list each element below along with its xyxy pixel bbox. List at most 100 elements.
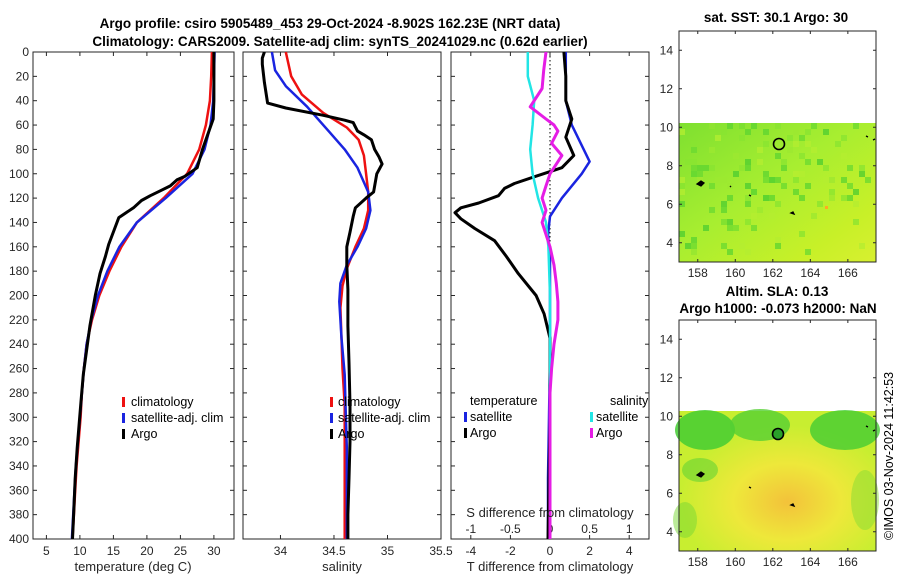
sst-pixel <box>793 171 799 177</box>
legend-swatch-s-satellite <box>590 412 593 422</box>
series-s-argo <box>528 52 564 539</box>
sst-pixel <box>763 129 769 135</box>
sst-pixel <box>853 201 859 207</box>
map-y-tick-label: 14 <box>660 43 674 57</box>
depth-tick-label: 40 <box>16 94 30 108</box>
sst-pixel <box>679 183 685 189</box>
map-x-tick-label: 160 <box>725 266 745 280</box>
sst-pixel <box>841 135 847 141</box>
sst-pixel <box>697 165 703 171</box>
sst-pixel <box>721 177 727 183</box>
sst-pixel <box>775 123 781 129</box>
depth-tick-label: 380 <box>9 508 29 522</box>
legend-swatch-satellite <box>330 413 333 423</box>
legend-label-s-satellite: satellite <box>596 410 638 424</box>
legend-title-salinity: salinity <box>610 394 649 408</box>
s-difference-xlabel: S difference from climatology <box>466 505 634 520</box>
depth-tick-label: 300 <box>9 410 29 424</box>
sst-pixel <box>781 159 787 165</box>
sst-pixel <box>775 201 781 207</box>
temperature-axes-box <box>32 51 235 540</box>
depth-tick-label: 20 <box>16 69 30 83</box>
legend-label-t-argo: Argo <box>470 426 496 440</box>
sst-pixel <box>691 165 697 171</box>
depth-tick-label: 220 <box>9 313 29 327</box>
sla-island-marks <box>695 425 876 508</box>
sst-pixel <box>799 195 805 201</box>
depth-tick-label: 200 <box>9 289 29 303</box>
sst-pixel <box>733 225 739 231</box>
sst-pixel <box>703 225 709 231</box>
depth-tick-label: 180 <box>9 264 29 278</box>
sst-pixel <box>817 159 823 165</box>
sst-pixel <box>757 147 763 153</box>
sst-pixel <box>859 171 865 177</box>
sst-pixel <box>835 141 841 147</box>
sst-pixel <box>799 231 805 237</box>
depth-tick-label: 0 <box>22 45 29 59</box>
sst-pixel <box>751 213 757 219</box>
sst-pixel <box>775 237 781 243</box>
depth-tick-label: 400 <box>9 532 29 546</box>
sst-pixel <box>697 177 703 183</box>
sst-pixel <box>727 195 733 201</box>
depth-tick-label: 240 <box>9 337 29 351</box>
map-x-tick-label: 164 <box>800 266 820 280</box>
sst-pixel <box>763 195 769 201</box>
sst-pixel <box>775 243 781 249</box>
legend-swatch-argo <box>122 429 125 439</box>
x-tick-label: 20 <box>140 544 154 558</box>
sst-pixel <box>793 129 799 135</box>
sst-pixel <box>721 129 727 135</box>
x-tick-label: 25 <box>174 544 188 558</box>
sla-map-frame <box>678 319 877 552</box>
sst-pixel <box>709 183 715 189</box>
sst-pixel <box>715 135 721 141</box>
map-y-tick-label: 8 <box>666 448 673 462</box>
sst-pixel <box>745 195 751 201</box>
sst-pixel <box>739 243 745 249</box>
sst-map-frame <box>678 30 877 263</box>
x-tick-label: 34 <box>274 544 288 558</box>
sla-map-ticks: 158 160 162 164 166 4 6 8 10 12 14 <box>660 320 876 569</box>
sst-pixel <box>721 201 727 207</box>
sst-pixel <box>847 165 853 171</box>
sst-pixel <box>769 213 775 219</box>
series-argo <box>260 52 384 539</box>
x-tick-label: 30 <box>207 544 221 558</box>
sst-pixel <box>697 171 703 177</box>
map-x-tick-label: 166 <box>838 266 858 280</box>
temperature-legend: climatology satellite-adj. clim Argo <box>122 395 223 441</box>
sst-pixel <box>829 177 835 183</box>
sst-pixel <box>727 123 733 129</box>
legend-swatch-argo <box>330 429 333 439</box>
sst-pixel <box>793 141 799 147</box>
sst-pixel <box>679 177 685 183</box>
legend-swatch-satellite <box>122 413 125 423</box>
series-climatology <box>284 52 370 539</box>
map-x-tick-label: 158 <box>688 555 708 569</box>
sst-pixel <box>745 165 751 171</box>
temperature-xlabel: temperature (deg C) <box>74 559 191 574</box>
sst-pixel <box>721 243 727 249</box>
sst-pixel <box>841 177 847 183</box>
sst-pixel <box>817 201 823 207</box>
sst-pixel <box>841 153 847 159</box>
depth-tick-label: 280 <box>9 386 29 400</box>
legend-label-s-argo: Argo <box>596 426 622 440</box>
sst-pixel <box>727 219 733 225</box>
salinity-xlabel: salinity <box>322 559 362 574</box>
sst-pixel <box>769 195 775 201</box>
island-marks <box>695 135 876 216</box>
sst-pixel <box>841 195 847 201</box>
difference-depth-ticks <box>451 51 649 540</box>
sst-pixel <box>805 129 811 135</box>
sst-pixel <box>739 135 745 141</box>
x-tick-label: -0.5 <box>500 522 521 536</box>
sst-pixel <box>703 165 709 171</box>
sst-pixel <box>745 219 751 225</box>
sst-pixel <box>709 207 715 213</box>
difference-panel: -4 -2 0 2 4 -1 -0.5 0 0.5 1 S difference from cl… <box>450 51 650 574</box>
map-x-tick-label: 162 <box>763 266 783 280</box>
